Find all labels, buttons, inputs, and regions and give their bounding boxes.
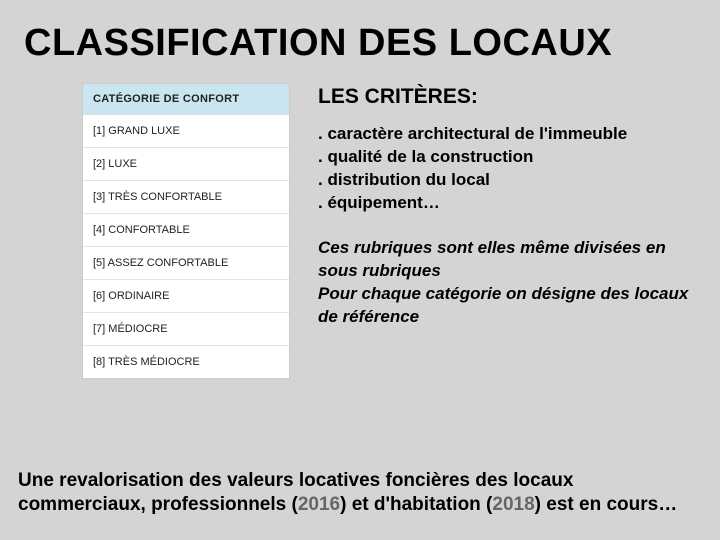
right-column: LES CRITÈRES: . caractère architectural … [318,83,720,379]
criteria-item: . équipement… [318,192,690,215]
footer-segment: ) est en cours… [535,494,678,515]
table-row: [8] TRÈS MÉDIOCRE [83,346,289,378]
table-row: [7] MÉDIOCRE [83,313,289,346]
footer-segment: ) et d'habitation ( [340,494,492,515]
criteria-subtitle: LES CRITÈRES: [318,85,690,109]
content-row: CATÉGORIE DE CONFORT [1] GRAND LUXE [2] … [0,65,720,379]
table-row: [4] CONFORTABLE [83,214,289,247]
criteria-list: . caractère architectural de l'immeuble … [318,123,690,215]
note-line: Pour chaque catégorie on désigne des loc… [318,283,690,329]
page-title: CLASSIFICATION DES LOCAUX [0,0,720,65]
table-row: [6] ORDINAIRE [83,280,289,313]
criteria-item: . distribution du local [318,169,690,192]
category-table: CATÉGORIE DE CONFORT [1] GRAND LUXE [2] … [82,83,290,379]
footer-text: Une revalorisation des valeurs locatives… [18,469,690,518]
criteria-item: . caractère architectural de l'immeuble [318,123,690,146]
table-row: [3] TRÈS CONFORTABLE [83,181,289,214]
table-row: [5] ASSEZ CONFORTABLE [83,247,289,280]
note-block: Ces rubriques sont elles même divisées e… [318,237,690,329]
note-line: Ces rubriques sont elles même divisées e… [318,237,690,283]
footer-year: 2016 [298,494,340,515]
criteria-item: . qualité de la construction [318,146,690,169]
footer-year: 2018 [492,494,534,515]
table-row: [1] GRAND LUXE [83,115,289,148]
table-header: CATÉGORIE DE CONFORT [83,84,289,115]
table-row: [2] LUXE [83,148,289,181]
